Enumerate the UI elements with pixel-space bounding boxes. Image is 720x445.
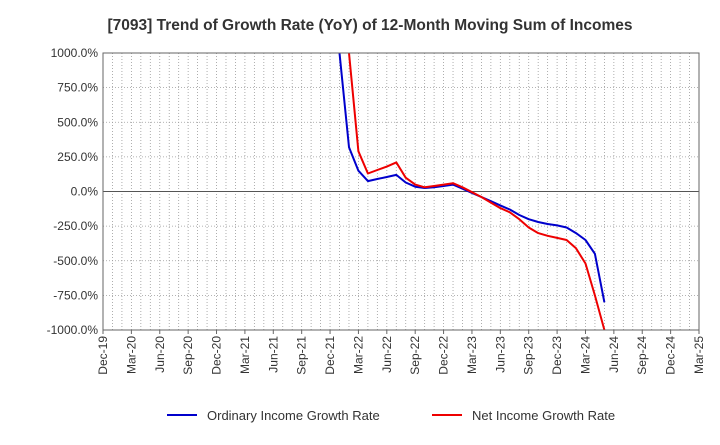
x-tick-label: Sep-20 xyxy=(181,336,195,375)
y-tick-label: 750.0% xyxy=(57,81,98,95)
series-line-net-income xyxy=(348,53,606,330)
y-tick-label: -750.0% xyxy=(53,288,98,302)
x-tick-label: Jun-22 xyxy=(380,336,394,373)
x-tick-label: Dec-23 xyxy=(550,336,564,375)
x-tick-label: Mar-23 xyxy=(465,336,479,374)
x-tick-label: Sep-22 xyxy=(408,336,422,375)
x-tick-label: Dec-19 xyxy=(96,336,110,375)
x-tick-label: Jun-23 xyxy=(493,336,507,373)
x-tick-label: Jun-21 xyxy=(266,336,280,373)
y-tick-label: -1000.0% xyxy=(47,323,99,337)
y-tick-label: 0.0% xyxy=(71,185,99,199)
y-tick-label: 250.0% xyxy=(57,150,98,164)
x-tick-label: Mar-25 xyxy=(692,336,706,374)
x-tick-label: Dec-22 xyxy=(437,336,451,375)
x-tick-label: Dec-21 xyxy=(323,336,337,375)
x-tick-label: Mar-21 xyxy=(238,336,252,374)
legend-label: Net Income Growth Rate xyxy=(472,408,615,423)
x-tick-label: Mar-22 xyxy=(351,336,365,374)
x-tick-label: Dec-20 xyxy=(210,336,224,375)
x-tick-label: Sep-23 xyxy=(522,336,536,375)
x-tick-label: Mar-24 xyxy=(578,336,592,374)
x-tick-label: Sep-24 xyxy=(635,336,649,375)
legend-label: Ordinary Income Growth Rate xyxy=(207,408,380,423)
plot-area: 1000.0% 750.0% 500.0% 250.0% 0.0% -250.0% -500… xyxy=(47,46,706,375)
x-tick-label: Jun-20 xyxy=(153,336,167,373)
x-tick-label: Jun-24 xyxy=(607,336,621,373)
y-tick-label: 500.0% xyxy=(57,115,98,129)
x-tick-label: Dec-24 xyxy=(664,336,678,375)
legend: Ordinary Income Growth Rate Net Income Gr… xyxy=(167,408,615,423)
x-tick-label: Sep-21 xyxy=(295,336,309,375)
y-tick-label: -250.0% xyxy=(53,219,98,233)
chart-title: [7093] Trend of Growth Rate (YoY) of 12-… xyxy=(107,17,632,34)
y-tick-label: 1000.0% xyxy=(51,46,99,60)
x-tick-label: Mar-20 xyxy=(124,336,138,374)
y-tick-label: -500.0% xyxy=(53,254,98,268)
plot-frame xyxy=(102,52,700,331)
grid-lines xyxy=(103,53,699,330)
series-lines xyxy=(338,53,606,330)
